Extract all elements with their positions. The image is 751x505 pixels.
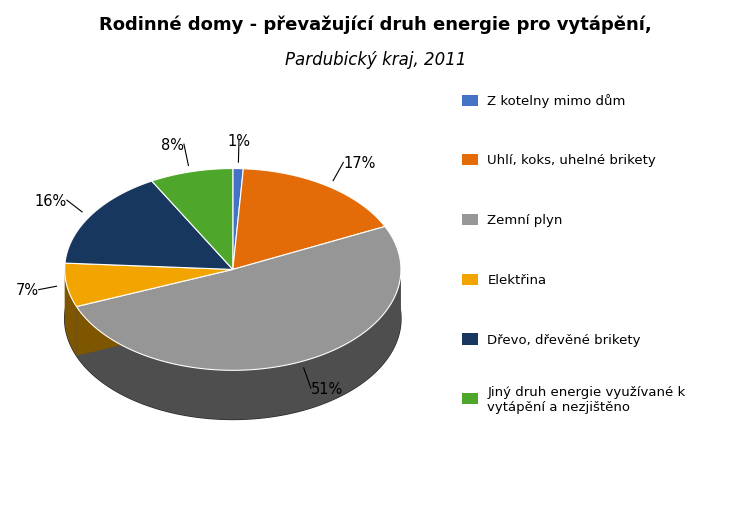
Text: Pardubický kraj, 2011: Pardubický kraj, 2011 xyxy=(285,50,466,69)
Polygon shape xyxy=(233,169,243,270)
Text: Rodinné domy - převažující druh energie pro vytápění,: Rodinné domy - převažující druh energie … xyxy=(99,15,652,34)
Polygon shape xyxy=(77,270,233,356)
Text: 16%: 16% xyxy=(35,193,67,208)
Text: 8%: 8% xyxy=(161,137,184,153)
Polygon shape xyxy=(65,218,401,420)
Polygon shape xyxy=(77,227,401,371)
Text: 51%: 51% xyxy=(311,381,343,396)
Polygon shape xyxy=(77,270,233,356)
Polygon shape xyxy=(152,169,233,270)
Text: Jiný druh energie využívané k
vytápění a nezjištěno: Jiný druh energie využívané k vytápění a… xyxy=(487,385,686,413)
Polygon shape xyxy=(233,169,385,270)
Text: 17%: 17% xyxy=(343,156,376,171)
Polygon shape xyxy=(77,270,401,420)
Text: Z kotelny mimo dům: Z kotelny mimo dům xyxy=(487,94,626,108)
Text: 1%: 1% xyxy=(228,133,251,148)
Text: Dřevo, dřevěné brikety: Dřevo, dřevěné brikety xyxy=(487,333,641,346)
Text: Elektřina: Elektřina xyxy=(487,273,547,286)
Text: Zemní plyn: Zemní plyn xyxy=(487,214,562,227)
Polygon shape xyxy=(65,264,233,307)
Polygon shape xyxy=(65,182,233,270)
Polygon shape xyxy=(65,270,77,356)
Text: Uhlí, koks, uhelné brikety: Uhlí, koks, uhelné brikety xyxy=(487,154,656,167)
Text: 7%: 7% xyxy=(16,283,38,297)
